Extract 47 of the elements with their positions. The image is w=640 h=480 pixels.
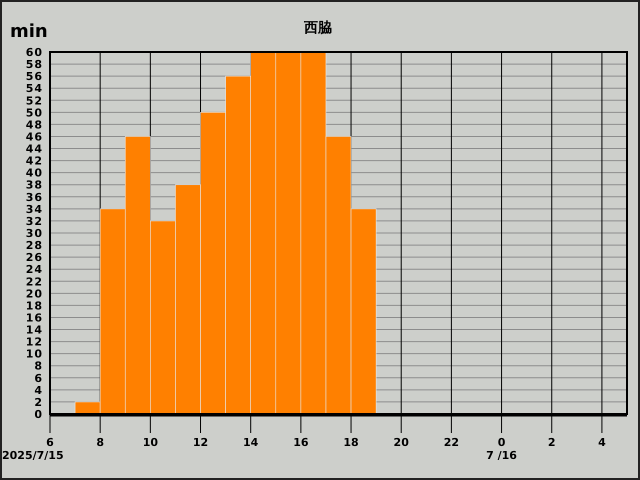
x-tick-label: 8 bbox=[96, 436, 104, 449]
y-tick-label: 8 bbox=[34, 360, 43, 373]
x-tick-label: 6 bbox=[46, 436, 54, 449]
y-tick-label: 6 bbox=[34, 372, 43, 385]
x-tick-label: 18 bbox=[343, 436, 359, 449]
x-tick-label: 2 bbox=[548, 436, 556, 449]
y-tick-label: 42 bbox=[26, 154, 43, 168]
chart-title: 西脇 bbox=[303, 20, 332, 36]
y-tick-label: 26 bbox=[26, 251, 43, 264]
y-tick-label: 40 bbox=[26, 166, 43, 180]
text: 2025/7/15 bbox=[2, 449, 64, 462]
x-tick-label: 4 bbox=[598, 436, 606, 449]
x-tick-label: 20 bbox=[394, 436, 410, 449]
y-tick-label: 48 bbox=[26, 118, 43, 132]
y-tick-label: 20 bbox=[26, 287, 43, 300]
y-tick-label: 52 bbox=[26, 94, 43, 108]
y-tick-label: 24 bbox=[26, 263, 43, 276]
y-tick-label: 46 bbox=[26, 130, 43, 144]
y-tick-label: 44 bbox=[26, 142, 43, 156]
x-tick-label: 12 bbox=[192, 436, 208, 449]
x-tick-label: 10 bbox=[142, 436, 158, 449]
y-tick-label: 30 bbox=[26, 227, 43, 240]
y-tick-label: 60 bbox=[26, 46, 43, 59]
x-tick-label: 22 bbox=[444, 436, 460, 449]
y-tick-label: 54 bbox=[26, 82, 43, 96]
x-tick-label: 0 bbox=[498, 436, 506, 449]
y-tick-label: 56 bbox=[26, 70, 43, 84]
y-tick-label: 18 bbox=[26, 299, 43, 312]
y-axis-title: min bbox=[10, 21, 48, 42]
y-tick-label: 16 bbox=[26, 311, 43, 324]
text: 7 /16 bbox=[486, 449, 518, 462]
x-tick-label: 14 bbox=[243, 436, 259, 449]
y-tick-label: 22 bbox=[26, 275, 43, 288]
y-tick-label: 36 bbox=[26, 190, 43, 204]
y-tick-label: 38 bbox=[26, 178, 43, 192]
y-tick-label: 12 bbox=[26, 336, 43, 349]
y-tick-label: 0 bbox=[34, 408, 43, 421]
y-tick-label: 10 bbox=[26, 348, 43, 361]
y-tick-label: 14 bbox=[26, 324, 43, 337]
y-tick-label: 50 bbox=[26, 106, 43, 120]
y-tick-label: 2 bbox=[34, 396, 43, 409]
y-tick-label: 58 bbox=[26, 58, 43, 72]
x-tick-label: 16 bbox=[293, 436, 309, 449]
y-tick-label: 4 bbox=[34, 384, 43, 397]
y-tick-label: 34 bbox=[26, 202, 43, 216]
y-tick-label: 32 bbox=[26, 214, 43, 228]
y-tick-label: 28 bbox=[26, 239, 43, 252]
